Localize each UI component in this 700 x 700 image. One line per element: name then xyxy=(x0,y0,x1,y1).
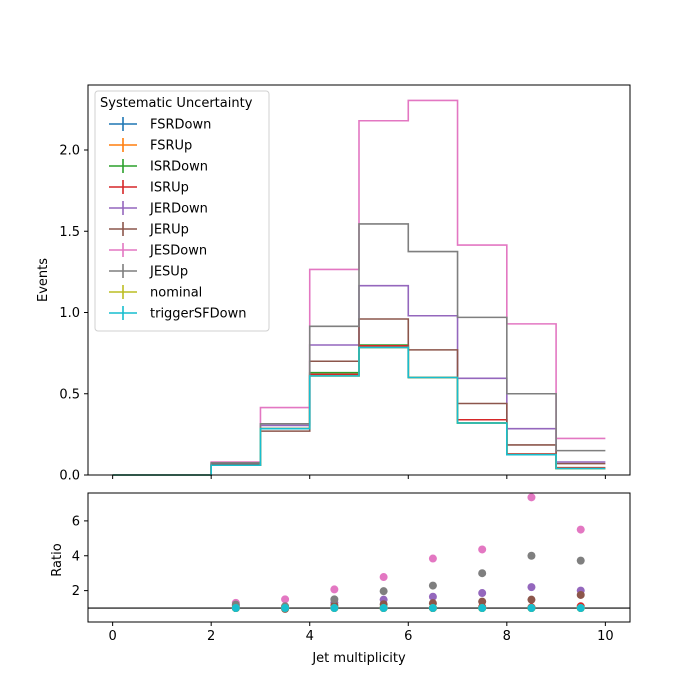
legend-label: ISRDown xyxy=(150,160,208,175)
ratio-point-triggerSFDown xyxy=(231,604,240,613)
xtick-label: 2 xyxy=(207,629,215,644)
ratio-point-JERDown xyxy=(527,583,536,592)
legend-entry-JESDown: JESDown xyxy=(109,243,207,259)
ratio-point-JESDown xyxy=(428,554,437,563)
legend-label: FSRDown xyxy=(150,118,211,133)
main-panel: 0.0 0.5 1.0 1.5 2.0 xyxy=(59,84,631,484)
ratio-point-JESUp xyxy=(428,581,437,590)
ratio-point-triggerSFDown xyxy=(281,604,290,613)
xtick-label: 4 xyxy=(306,629,314,644)
legend-box xyxy=(94,90,270,332)
legend-label: FSRUp xyxy=(150,139,192,154)
ratio-point-triggerSFDown xyxy=(527,604,536,613)
main-ytick-label: 1.0 xyxy=(59,306,80,321)
legend-entry-nominal: nominal xyxy=(109,285,202,301)
legend-label: triggerSFDown xyxy=(150,307,246,322)
xtick-label: 10 xyxy=(597,629,614,644)
main-ytick-label: 2.0 xyxy=(59,144,80,159)
x-axis-label: Jet multiplicity xyxy=(311,651,406,666)
ratio-point-triggerSFDown xyxy=(576,604,585,613)
ratio-point-JESUp xyxy=(330,595,339,604)
ratio-ytick-label: 6 xyxy=(72,514,80,529)
legend-entry-ISRDown: ISRDown xyxy=(109,159,208,175)
ratio-point-JESDown xyxy=(576,525,585,534)
ratio-point-JERDown xyxy=(428,592,437,601)
legend-label: JESUp xyxy=(149,265,188,280)
xtick-label: 8 xyxy=(503,629,511,644)
ratio-point-JESUp xyxy=(379,587,388,596)
main-ytick-label: 1.5 xyxy=(59,225,80,240)
xtick-label: 6 xyxy=(404,629,412,644)
ratio-point-JESDown xyxy=(281,595,290,604)
ratio-point-triggerSFDown xyxy=(379,604,388,613)
xtick-label: 0 xyxy=(108,629,116,644)
main-ytick-label: 0.0 xyxy=(59,469,80,484)
ratio-point-JESUp xyxy=(527,551,536,560)
legend-entry-FSRUp: FSRUp xyxy=(109,138,192,154)
legend-entry-FSRDown: FSRDown xyxy=(109,117,211,133)
legend-entry-JESUp: JESUp xyxy=(109,264,188,280)
main-ytick-label: 0.5 xyxy=(59,387,80,402)
legend-label: JERDown xyxy=(149,202,208,217)
ratio-plot-frame xyxy=(87,492,631,623)
main-ylabel: Events xyxy=(36,258,51,302)
ratio-point-JERUp xyxy=(527,595,536,604)
legend-entry-triggerSFDown: triggerSFDown xyxy=(109,306,246,322)
ratio-ytick-label: 2 xyxy=(72,584,80,599)
ratio-point-triggerSFDown xyxy=(428,604,437,613)
legend: Systematic Uncertainty FSRDown FSRUp ISRDow… xyxy=(94,90,270,332)
ratio-point-JESUp xyxy=(478,569,487,578)
histogram-JESUp xyxy=(112,223,606,476)
legend-label: ISRUp xyxy=(150,181,189,196)
main-plot-frame xyxy=(87,84,631,476)
ratio-point-triggerSFDown xyxy=(478,604,487,613)
ratio-point-JESDown xyxy=(478,545,487,554)
ratio-point-JESDown xyxy=(527,493,536,502)
ratio-ylabel: Ratio xyxy=(50,543,65,576)
histogram-JERDown xyxy=(112,284,606,476)
histogram-JESDown xyxy=(112,99,606,476)
legend-label: JESDown xyxy=(149,244,207,259)
histogram-JERUp xyxy=(112,318,606,476)
ratio-point-JESDown xyxy=(379,573,388,582)
ratio-panel: 2 4 6 0 2 4 6 8 10 xyxy=(72,492,631,644)
legend-title: Systematic Uncertainty xyxy=(100,96,253,111)
ratio-point-JERUp xyxy=(478,597,487,606)
ratio-point-JESDown xyxy=(330,585,339,594)
histogram-triggerSFDown xyxy=(112,346,606,476)
legend-label: JERUp xyxy=(149,223,189,238)
ratio-point-triggerSFDown xyxy=(330,604,339,613)
ratio-point-JERUp xyxy=(576,590,585,599)
legend-entry-JERUp: JERUp xyxy=(109,222,189,238)
legend-entry-ISRUp: ISRUp xyxy=(109,180,189,196)
ratio-point-JERDown xyxy=(478,589,487,598)
ratio-point-JESUp xyxy=(576,556,585,565)
legend-entry-JERDown: JERDown xyxy=(109,201,208,217)
legend-label: nominal xyxy=(150,286,202,301)
ratio-ytick-label: 4 xyxy=(72,549,80,564)
